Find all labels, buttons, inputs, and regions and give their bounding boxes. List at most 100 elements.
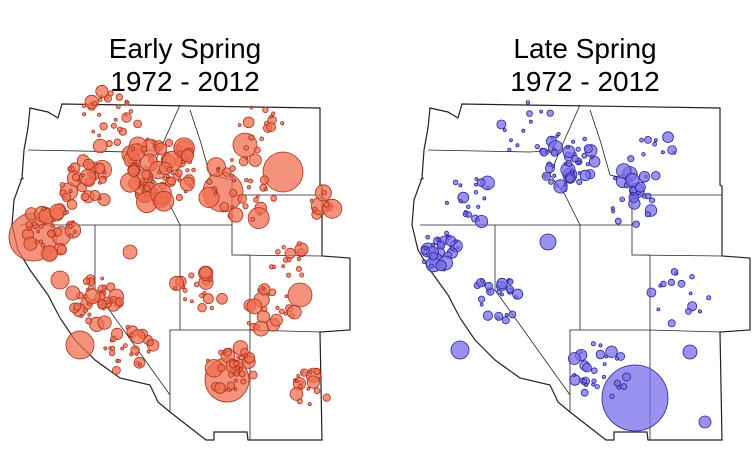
site-marker — [246, 321, 252, 326]
site-marker — [435, 259, 447, 272]
site-marker — [609, 393, 615, 399]
site-marker — [102, 170, 107, 175]
site-marker — [68, 189, 73, 194]
site-marker — [262, 106, 269, 114]
site-marker — [660, 150, 665, 155]
site-marker — [577, 160, 582, 165]
site-marker — [556, 131, 561, 136]
map-panel: Early Spring 1972 - 2012 — [8, 33, 351, 441]
site-marker — [682, 344, 698, 360]
site-marker — [137, 362, 142, 367]
site-marker — [625, 172, 640, 188]
site-marker — [546, 109, 554, 117]
site-marker — [219, 202, 230, 212]
site-marker — [501, 316, 510, 325]
site-marker — [170, 171, 175, 175]
site-marker — [431, 242, 436, 248]
site-marker — [97, 315, 112, 330]
site-marker — [565, 160, 573, 168]
site-marker — [103, 94, 112, 103]
site-marker — [322, 393, 331, 402]
site-marker — [67, 166, 72, 171]
site-marker — [458, 183, 463, 188]
site-marker — [611, 209, 616, 214]
site-marker — [534, 144, 540, 150]
site-marker — [306, 386, 311, 391]
site-marker — [450, 340, 470, 360]
site-marker — [670, 268, 679, 276]
site-marker — [47, 229, 56, 238]
site-marker — [100, 276, 105, 281]
site-marker — [667, 319, 676, 328]
site-marker — [61, 192, 72, 203]
site-marker — [476, 178, 486, 187]
site-marker — [121, 112, 132, 123]
site-marker — [229, 158, 234, 162]
site-marker — [240, 378, 247, 385]
site-marker — [229, 165, 236, 172]
site-marker — [164, 138, 174, 148]
site-marker — [613, 379, 621, 387]
site-marker — [474, 182, 478, 187]
site-marker — [616, 163, 632, 179]
site-marker — [97, 133, 101, 138]
site-marker — [504, 312, 509, 317]
site-marker — [478, 295, 486, 303]
site-marker — [50, 270, 70, 290]
site-marker — [229, 189, 238, 198]
site-marker — [41, 245, 58, 262]
site-marker — [226, 381, 235, 390]
site-marker — [134, 191, 139, 196]
site-marker — [91, 129, 96, 134]
map-panel: Late Spring 1972 - 2012 — [411, 33, 751, 441]
site-marker — [229, 173, 234, 178]
site-marker — [143, 184, 151, 192]
site-marker — [667, 145, 677, 155]
site-marker — [249, 105, 254, 110]
site-marker — [209, 305, 214, 311]
site-marker — [458, 199, 463, 204]
site-marker — [216, 167, 221, 172]
site-marker — [216, 292, 228, 305]
site-marker — [515, 143, 520, 148]
site-marker — [248, 178, 254, 184]
site-marker — [425, 234, 431, 240]
site-marker — [242, 203, 249, 210]
site-marker — [622, 372, 632, 382]
site-marker — [65, 285, 81, 301]
site-marker — [23, 236, 38, 251]
site-marker — [217, 363, 226, 372]
site-marker — [584, 382, 589, 387]
site-marker — [308, 369, 313, 374]
site-marker — [233, 387, 238, 392]
site-marker — [285, 272, 292, 278]
site-marker — [614, 356, 619, 361]
site-marker — [476, 204, 481, 209]
site-marker — [423, 245, 428, 251]
site-marker — [299, 272, 305, 278]
site-marker — [169, 275, 185, 291]
site-marker — [124, 99, 129, 104]
site-marker — [153, 190, 175, 212]
site-marker — [99, 122, 108, 131]
site-marker — [496, 289, 502, 295]
site-marker — [199, 266, 212, 279]
site-marker — [287, 282, 313, 308]
site-marker — [281, 264, 286, 269]
site-marker — [572, 373, 577, 377]
site-marker — [582, 362, 592, 373]
site-marker — [684, 307, 692, 315]
site-marker — [270, 313, 283, 327]
site-marker — [110, 335, 117, 343]
site-marker — [206, 178, 213, 185]
site-marker — [253, 320, 269, 337]
site-marker — [65, 330, 95, 360]
site-marker — [82, 112, 87, 117]
site-marker — [91, 100, 98, 107]
site-marker — [296, 241, 302, 247]
site-marker — [479, 302, 484, 307]
site-marker — [140, 145, 148, 153]
site-marker — [509, 138, 513, 143]
site-marker — [237, 194, 248, 204]
site-marker — [577, 171, 582, 175]
